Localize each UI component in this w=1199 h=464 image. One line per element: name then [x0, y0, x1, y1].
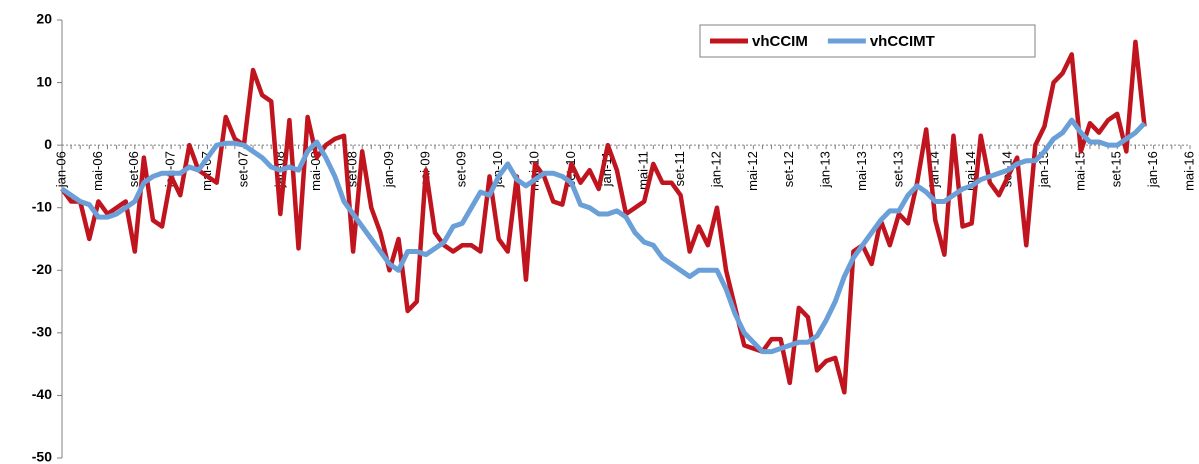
x-tick-label: mai-06: [90, 151, 105, 191]
x-tick-label: jan-10: [490, 151, 505, 188]
x-tick-label: jan-09: [381, 151, 396, 188]
x-tick-label: jan-15: [1036, 151, 1051, 188]
x-tick-label: mai-16: [1181, 151, 1196, 191]
y-tick-label: -50: [32, 449, 52, 464]
y-tick-label: 20: [36, 11, 52, 27]
x-tick-label: mai-08: [308, 151, 323, 191]
y-tick-label: 0: [44, 136, 52, 152]
legend-label: vhCCIMT: [870, 33, 935, 50]
legend-box: [699, 24, 1036, 58]
series-line: [60, 39, 1147, 395]
x-tick-label: jan-12: [708, 151, 723, 188]
x-tick-label: set-12: [781, 151, 796, 187]
x-tick-label: mai-15: [1072, 151, 1087, 191]
x-tick-label: mai-11: [636, 151, 651, 190]
y-tick-label: -40: [32, 386, 52, 402]
x-tick-label: set-06: [126, 151, 141, 187]
y-tick-label: -30: [32, 324, 52, 340]
x-tick-label: set-15: [1109, 151, 1124, 187]
x-tick-label: jan-16: [1145, 151, 1160, 188]
x-tick-label: mai-13: [854, 151, 869, 191]
y-tick-label: -20: [32, 261, 52, 277]
x-tick-label: jan-13: [818, 151, 833, 188]
y-tick-label: 10: [36, 73, 52, 89]
x-tick-label: jan-06: [53, 151, 68, 188]
x-tick-label: set-11: [672, 151, 687, 186]
x-tick-label: set-07: [235, 151, 250, 187]
series-line: [60, 117, 1147, 355]
y-tick-label: -10: [32, 198, 52, 214]
x-tick-label: set-09: [454, 151, 469, 187]
legend-label: vhCCIM: [752, 33, 808, 50]
x-tick-label: mai-12: [745, 151, 760, 191]
x-tick-label: set-13: [890, 151, 905, 187]
